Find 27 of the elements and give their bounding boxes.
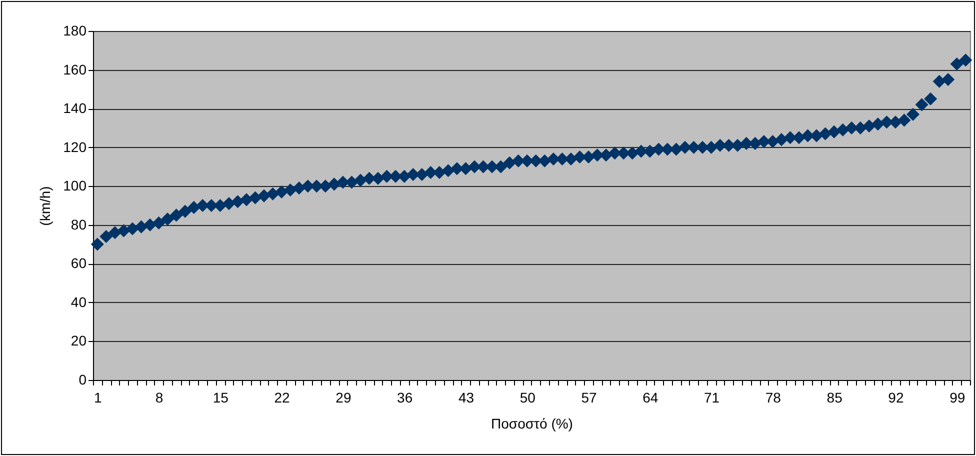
y-tick-label: 60 — [70, 255, 87, 272]
x-tick-label: 99 — [950, 390, 966, 406]
y-tick-label: 120 — [63, 138, 87, 155]
x-axis-title: Ποσοστό (%) — [491, 416, 573, 432]
y-tick-label: 80 — [70, 216, 87, 232]
x-tick-label: 29 — [336, 390, 352, 406]
y-tick-label: 20 — [70, 332, 87, 349]
x-tick-label: 71 — [704, 390, 720, 406]
y-tick-label: 40 — [70, 294, 87, 310]
y-tick-label: 0 — [78, 372, 87, 388]
y-tick-label: 180 — [63, 22, 87, 38]
x-tick-label: 78 — [765, 390, 782, 406]
x-tick-label: 36 — [397, 390, 413, 406]
x-tick-label: 8 — [155, 390, 164, 406]
y-tick-label: 100 — [63, 178, 87, 194]
y-tick-label: 160 — [63, 61, 87, 78]
x-tick-label: 43 — [458, 390, 474, 406]
x-tick-label: 22 — [274, 390, 290, 406]
y-tick-label: 140 — [63, 100, 87, 116]
y-axis-title: (km/h) — [37, 186, 54, 226]
x-tick-label: 92 — [888, 390, 904, 406]
x-tick-label: 15 — [212, 390, 229, 406]
x-tick-label: 50 — [520, 390, 536, 406]
x-tick-label: 57 — [581, 390, 597, 406]
x-tick-label: 85 — [826, 390, 843, 406]
x-tick-label: 1 — [94, 390, 102, 406]
x-tick-label: 64 — [642, 390, 658, 406]
